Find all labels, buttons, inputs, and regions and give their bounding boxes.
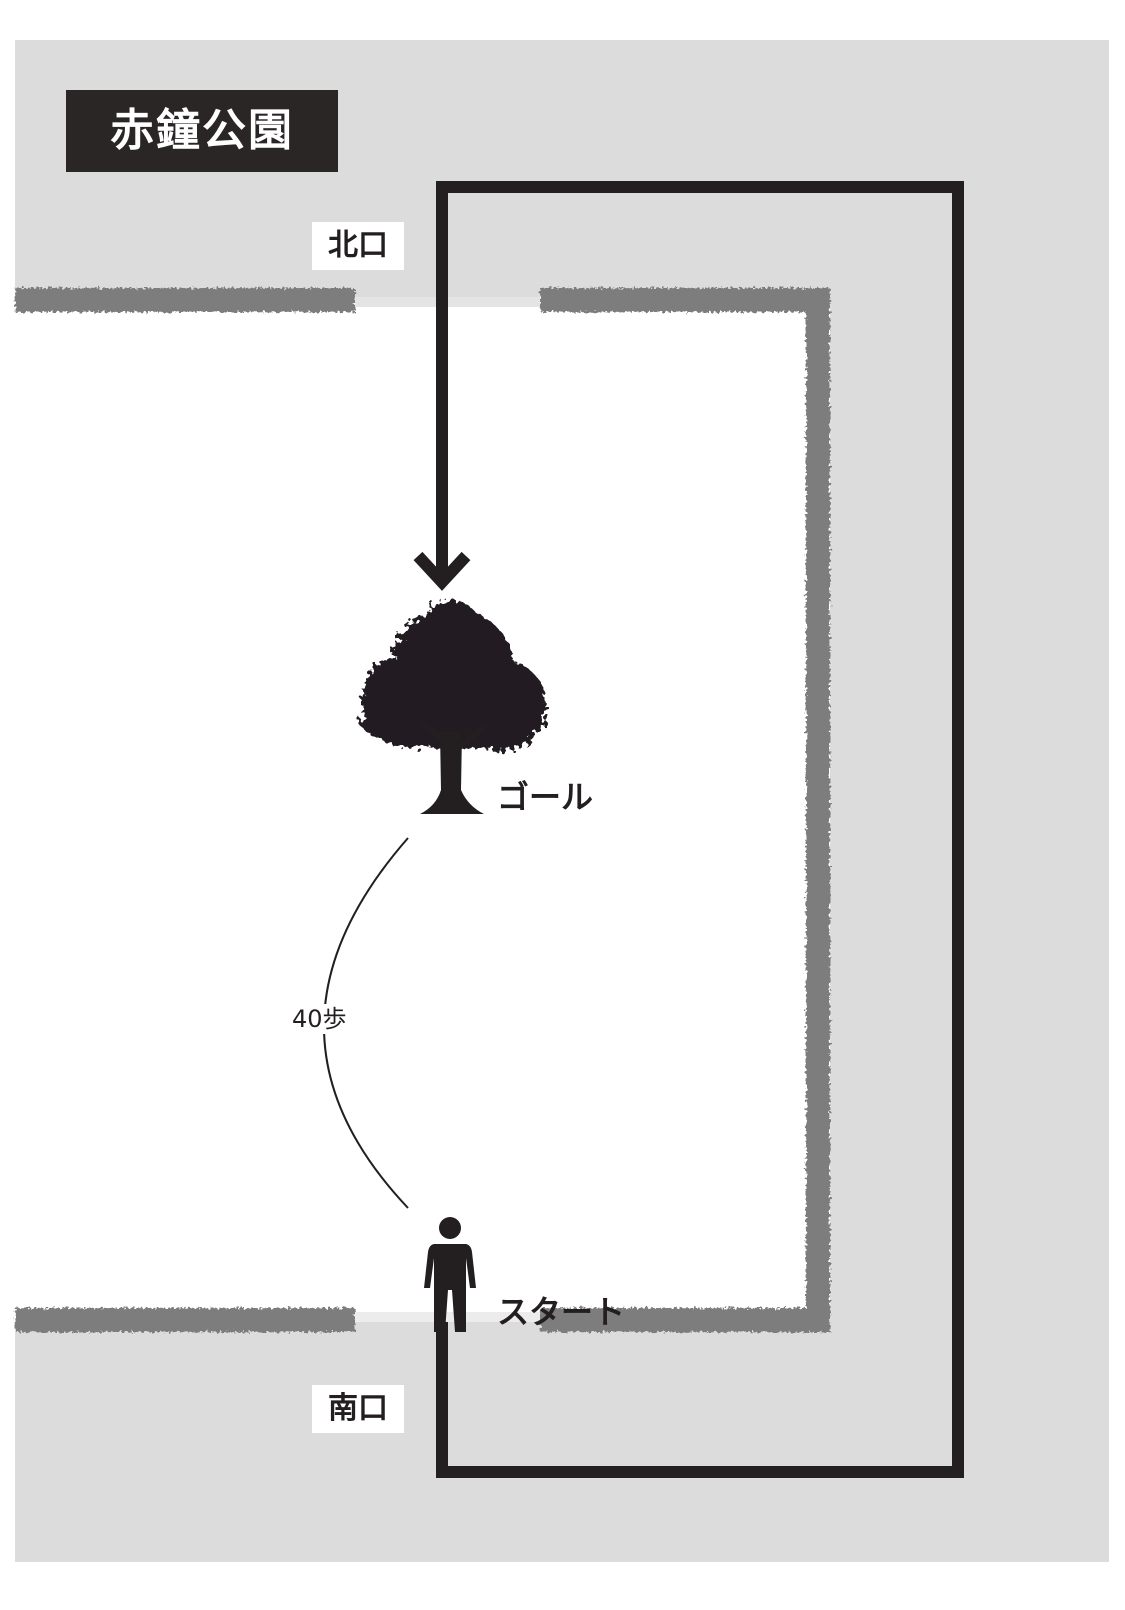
route-path <box>436 181 964 1478</box>
hedge-north-right <box>540 288 830 312</box>
park-ground <box>15 297 830 1318</box>
hedge-south-right <box>540 1308 830 1332</box>
map-title: 赤鐘公園 <box>66 90 338 172</box>
south-gate-label: 南口 <box>312 1385 404 1433</box>
route-arrowhead <box>413 551 471 591</box>
south-gate <box>355 1312 540 1322</box>
goal-label: ゴール <box>497 778 594 816</box>
hedge-south-left <box>15 1308 355 1332</box>
distance-label: 40歩 <box>290 1004 349 1034</box>
north-gate-label: 北口 <box>312 222 404 270</box>
person-icon <box>424 1217 476 1332</box>
hedge-east <box>806 288 830 1332</box>
tree-icon <box>360 600 546 814</box>
hedge <box>15 288 830 1332</box>
start-label: スタート <box>497 1293 626 1331</box>
hedge-north-left <box>15 288 355 312</box>
